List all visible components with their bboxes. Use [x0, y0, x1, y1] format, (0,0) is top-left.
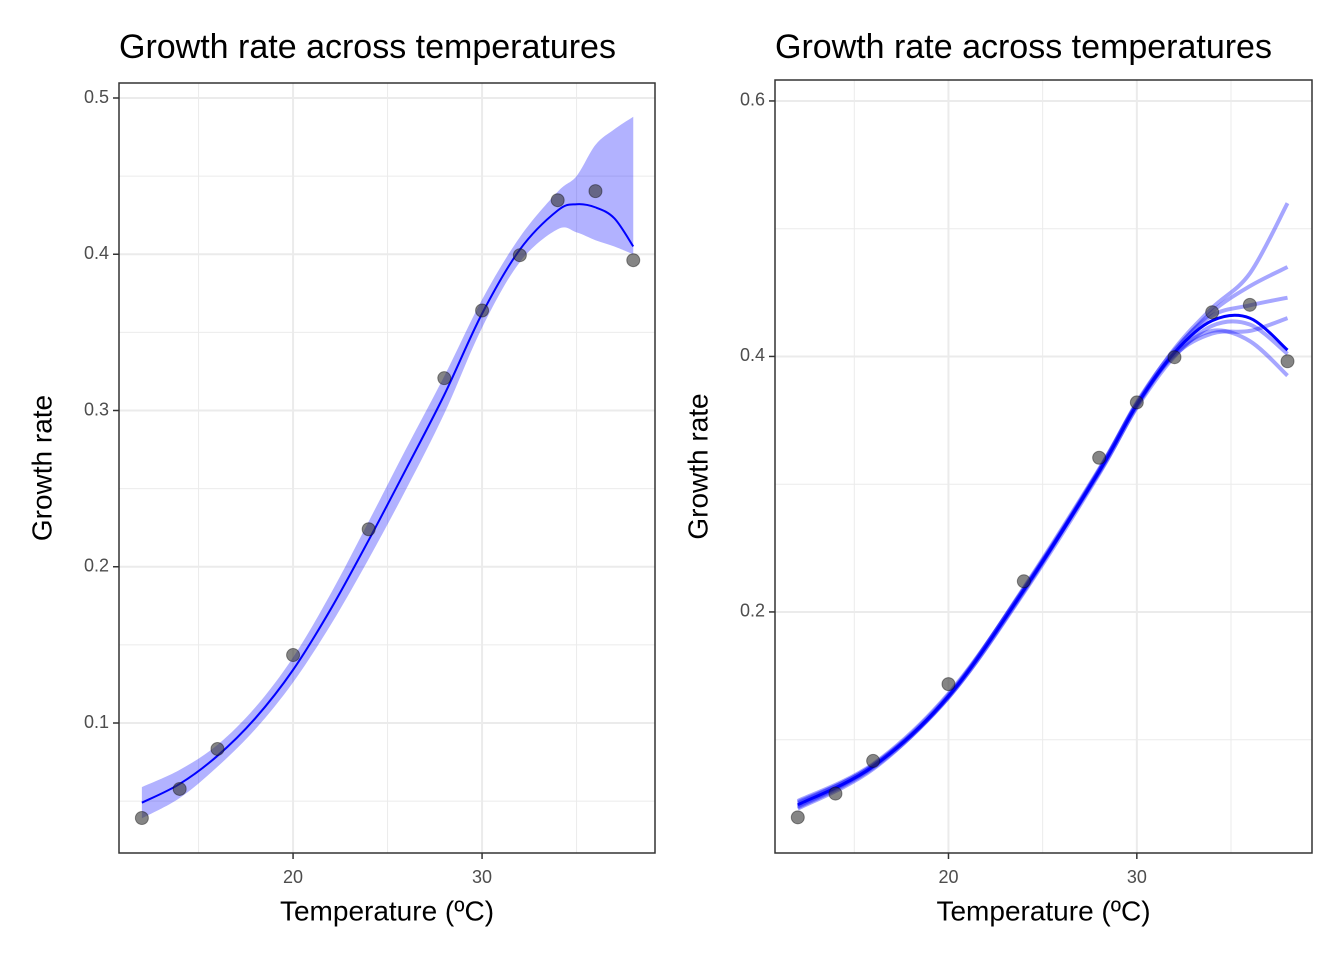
data-point: [512, 248, 527, 263]
chart-title: Growth rate across temperatures: [775, 28, 1272, 66]
plot-border: [774, 79, 1313, 854]
y-tick-label: 0.4: [740, 345, 765, 365]
data-point: [1242, 297, 1257, 312]
data-point: [1092, 450, 1107, 465]
data-point: [1016, 574, 1031, 589]
y-tick-label: 0.2: [84, 556, 109, 576]
x-tick-label: 30: [472, 867, 492, 887]
fit-line: [141, 203, 635, 804]
y-tick-label: 0.4: [84, 243, 109, 263]
panel-right: 20 30 0.2 0.4 0.6 Growth rate across temperat…: [682, 28, 1313, 926]
data-point: [866, 753, 881, 768]
y-tick-label: 0.1: [84, 712, 109, 732]
plot-background: [775, 80, 1312, 853]
data-point: [941, 677, 956, 692]
x-tick-label: 30: [1127, 867, 1147, 887]
data-point: [626, 253, 641, 268]
y-tick-label: 0.3: [84, 399, 109, 419]
x-axis-title: Temperature (ºC): [280, 895, 494, 926]
data-point: [1167, 350, 1182, 365]
data-point: [1129, 395, 1144, 410]
data-point: [790, 810, 805, 825]
data-point: [134, 811, 149, 825]
panel-left: 20 30 0.1 0.2 0.3 0.4 0.5 Growth rate across te…: [26, 28, 656, 926]
y-tick-label: 0.5: [84, 87, 109, 107]
fit-line: [797, 313, 1289, 807]
y-axis-title: Growth rate: [26, 395, 57, 541]
data-point: [1205, 305, 1220, 320]
x-axis-title: Temperature (ºC): [936, 895, 1150, 926]
data-point: [437, 371, 452, 386]
y-axis-title: Growth rate: [682, 393, 713, 539]
chart-title: Growth rate across temperatures: [119, 28, 616, 66]
plot-border: [118, 82, 656, 854]
plot-background: [119, 83, 655, 853]
data-point: [172, 781, 187, 796]
x-tick-label: 20: [283, 867, 303, 887]
data-point: [828, 786, 843, 801]
data-point: [1280, 354, 1295, 369]
data-point: [588, 184, 603, 199]
data-point: [210, 741, 225, 756]
x-tick-label: 20: [938, 867, 958, 887]
data-point: [550, 193, 565, 208]
confidence-ribbon: [141, 116, 634, 819]
data-point: [475, 303, 490, 318]
y-tick-label: 0.6: [740, 90, 765, 110]
data-point: [286, 648, 301, 663]
y-tick-label: 0.2: [740, 601, 765, 621]
data-point: [361, 522, 376, 537]
